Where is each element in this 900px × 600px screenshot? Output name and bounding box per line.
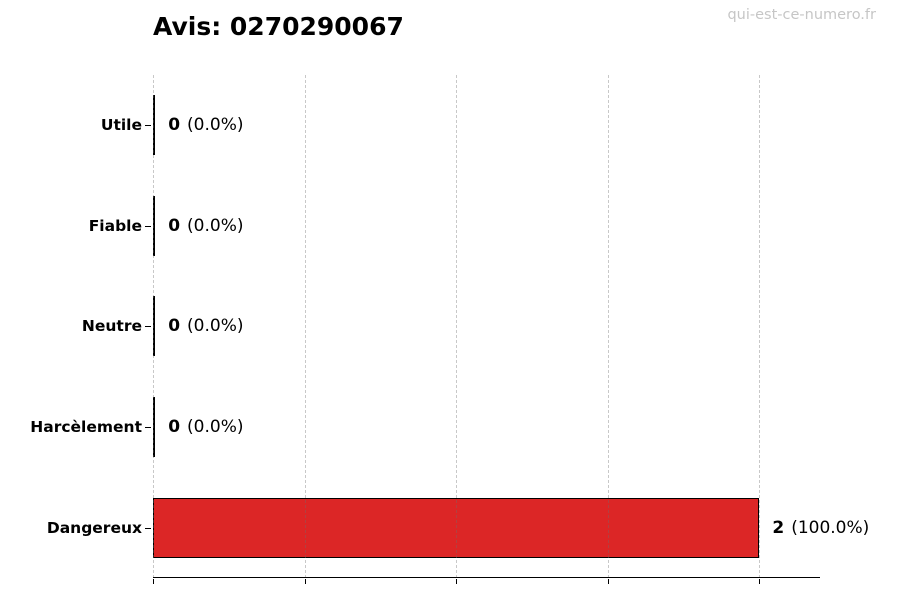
value-percentage: (0.0%) bbox=[187, 417, 244, 438]
bar bbox=[153, 397, 156, 458]
chart-title: Avis: 0270290067 bbox=[153, 12, 404, 41]
category-label: Harcèlement bbox=[30, 418, 142, 437]
bar-row: Harcèlement 0 (0.0%) bbox=[30, 377, 820, 478]
category-label: Fiable bbox=[88, 216, 142, 235]
value-count: 0 bbox=[168, 417, 181, 438]
gridline bbox=[304, 75, 306, 578]
bar-row: Utile 0 (0.0%) bbox=[101, 75, 820, 176]
bar bbox=[153, 95, 156, 156]
value-count: 0 bbox=[168, 115, 181, 136]
value-count: 0 bbox=[168, 215, 181, 236]
value-count: 0 bbox=[168, 316, 181, 337]
bar-row: Dangereux 2 (100.0%) bbox=[47, 477, 869, 578]
bar bbox=[153, 497, 760, 558]
x-axis-tick bbox=[456, 579, 458, 584]
value-count: 2 bbox=[772, 517, 785, 538]
x-axis-tick bbox=[607, 579, 609, 584]
value-percentage: (0.0%) bbox=[187, 215, 244, 236]
value-label: 0 (0.0%) bbox=[168, 316, 243, 336]
y-axis-tick bbox=[145, 427, 151, 429]
value-label: 0 (0.0%) bbox=[168, 115, 243, 135]
gridline bbox=[759, 75, 761, 578]
x-axis-tick bbox=[759, 579, 761, 584]
gridline bbox=[153, 75, 154, 578]
bar bbox=[153, 296, 156, 357]
x-axis-tick bbox=[304, 579, 306, 584]
y-axis-tick bbox=[145, 225, 151, 227]
y-axis-tick bbox=[145, 125, 151, 127]
value-label: 0 (0.0%) bbox=[168, 417, 243, 437]
x-axis-line bbox=[153, 577, 820, 578]
value-percentage: (100.0%) bbox=[791, 517, 870, 538]
watermark: qui-est-ce-numero.fr bbox=[727, 7, 876, 23]
y-axis-tick bbox=[145, 527, 151, 529]
gridline bbox=[456, 75, 458, 578]
category-label: Dangereux bbox=[46, 518, 142, 537]
category-label: Neutre bbox=[81, 317, 142, 336]
value-label: 0 (0.0%) bbox=[168, 216, 243, 236]
gridline bbox=[607, 75, 609, 578]
bar-row: Neutre 0 (0.0%) bbox=[82, 276, 820, 377]
bar-row: Fiable 0 (0.0%) bbox=[89, 176, 820, 277]
plot-area: Utile 0 (0.0%) Fiable 0 (0.0%) Neutre 0 (0.… bbox=[30, 75, 869, 584]
value-percentage: (0.0%) bbox=[187, 316, 244, 337]
x-axis-tick bbox=[153, 579, 154, 584]
bar bbox=[153, 195, 156, 256]
value-label: 2 (100.0%) bbox=[772, 518, 869, 538]
category-label: Utile bbox=[100, 116, 142, 135]
value-percentage: (0.0%) bbox=[187, 115, 244, 136]
y-axis-tick bbox=[145, 326, 151, 328]
